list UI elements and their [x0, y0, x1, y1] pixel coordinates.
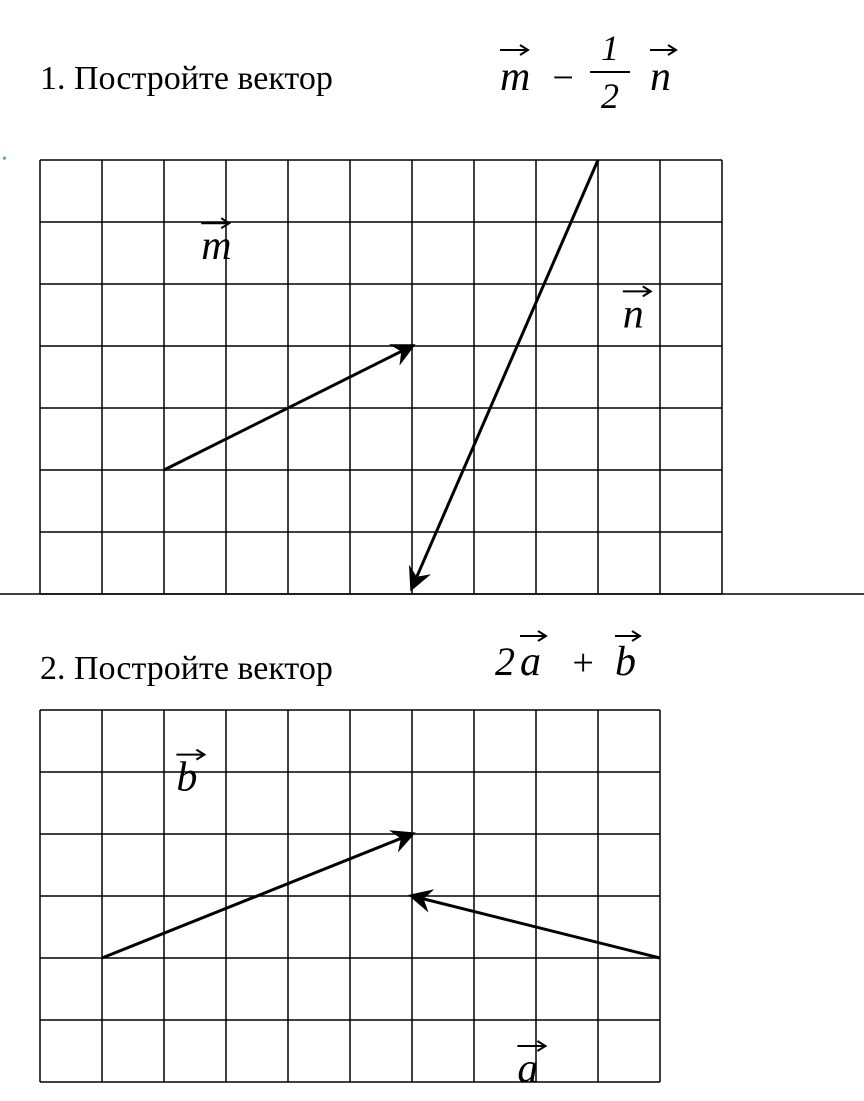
vector-m-label: m [201, 223, 231, 269]
grid2 [40, 710, 660, 1082]
vector-n [412, 160, 598, 588]
grid1 [40, 160, 722, 594]
vector-b-label: b [176, 755, 197, 801]
problem2-diagram: b a [0, 600, 864, 1100]
vector-a-label: a [517, 1046, 538, 1092]
problem1-diagram: m n [0, 0, 864, 600]
vector-n-label: n [623, 291, 644, 337]
page: • 1. Постройте вектор m − 1 2 n [0, 0, 864, 1101]
